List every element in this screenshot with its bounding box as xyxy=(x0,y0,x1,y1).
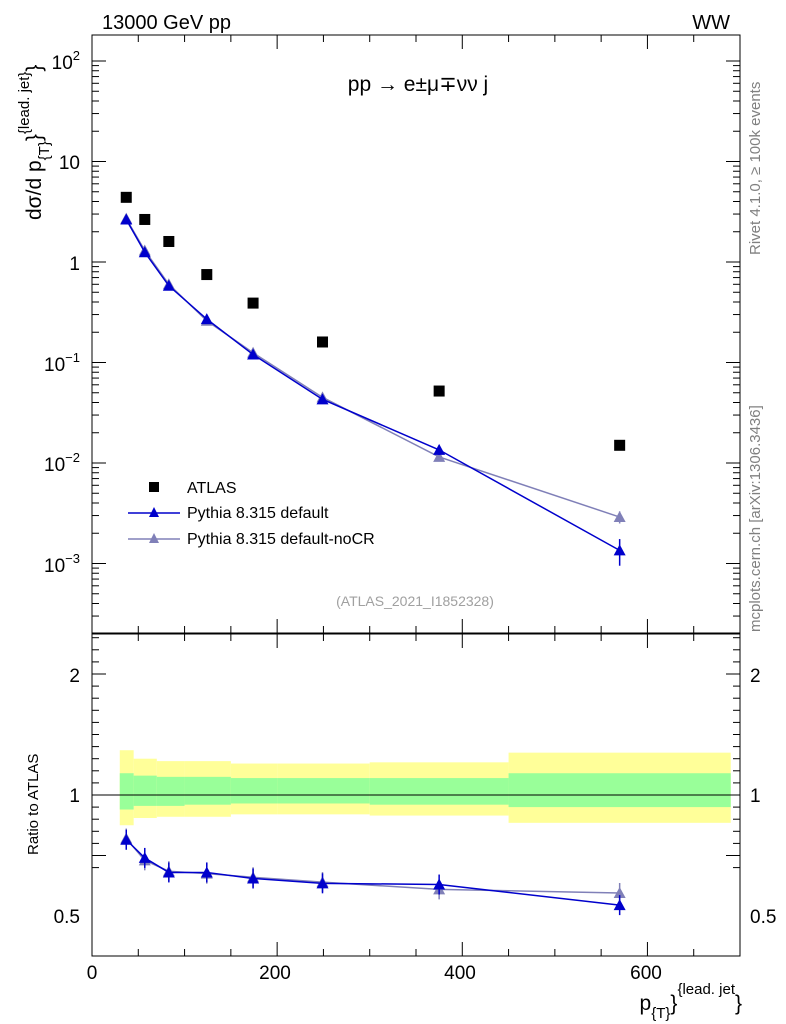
series-2-point-6 xyxy=(433,450,446,462)
atlas-point-1 xyxy=(139,213,151,225)
legend-nocr-marker xyxy=(149,533,159,543)
legend-default-marker xyxy=(149,507,159,517)
atlas-point-6 xyxy=(433,385,445,397)
ratio-y-tick-label-right-1: 1 xyxy=(750,786,761,807)
main-y-tick-labels: 10−3 10−2 10−1 1 10 102 xyxy=(44,48,80,577)
series-2-point-7 xyxy=(613,511,626,523)
series-1-point-1 xyxy=(138,246,151,258)
ratio-1-point-0 xyxy=(120,833,133,845)
atlas-point-3 xyxy=(201,269,213,281)
band-inner-bin-6 xyxy=(369,778,509,805)
rivet-label: Rivet 4.1.0, ≥ 100k events xyxy=(747,82,764,255)
x-tick-label-400: 400 xyxy=(444,963,476,984)
legend-atlas-label: ATLAS xyxy=(187,480,237,497)
ratio-1-point-4 xyxy=(247,872,260,884)
main-series-layer xyxy=(120,191,626,566)
y-tick-label-1e-1: 10−1 xyxy=(44,350,80,376)
analysis-label: (ATLAS_2021_I1852328) xyxy=(336,593,494,609)
atlas-point-4 xyxy=(247,297,259,309)
ratio-y-tick-label-2: 2 xyxy=(69,666,80,687)
ratio-y-tick-label-right-0.5: 0.5 xyxy=(750,907,776,928)
band-inner-bin-2 xyxy=(156,776,185,806)
x-tick-label-200: 200 xyxy=(259,963,291,984)
atlas-point-7 xyxy=(614,439,626,451)
band-inner-bin-5 xyxy=(277,778,370,804)
series-1-point-7 xyxy=(613,544,626,556)
ratio-2-point-7 xyxy=(613,887,626,899)
band-inner-bin-0 xyxy=(119,773,134,810)
band-inner-bin-7 xyxy=(508,773,731,808)
series-line-2 xyxy=(125,218,620,518)
ratio-1-point-7 xyxy=(613,899,626,911)
band-inner-bin-4 xyxy=(230,778,278,804)
series-1-point-2 xyxy=(162,279,175,291)
ratio-1-point-1 xyxy=(138,851,151,863)
ratio-1-point-5 xyxy=(316,877,329,889)
mcplots-label: mcplots.cern.ch [arXiv:1306.3436] xyxy=(747,405,764,632)
atlas-point-2 xyxy=(163,235,175,247)
band-inner-bin-3 xyxy=(184,776,231,805)
y-tick-label-1e-2: 10−2 xyxy=(44,450,80,476)
x-tick-labels: 0 200 400 600 xyxy=(87,963,662,984)
x-axis-title: p{T}}{lead. jet} xyxy=(640,981,742,1022)
y-tick-label-1: 1 xyxy=(69,254,80,275)
series-line-1 xyxy=(125,219,621,552)
series-1-point-0 xyxy=(120,213,133,225)
ratio-series-layer xyxy=(120,828,626,916)
ratio-1-point-3 xyxy=(200,866,213,878)
series-1-point-3 xyxy=(200,313,213,325)
ratio-y-tick-labels-left: 2 1 0.5 xyxy=(54,666,80,928)
ratio-line-2 xyxy=(125,838,620,894)
legend-atlas-marker xyxy=(149,482,159,492)
legend: ATLAS Pythia 8.315 default Pythia 8.315 … xyxy=(128,480,375,548)
y-tick-label-1e2: 102 xyxy=(52,48,80,74)
header-energy-label: 13000 GeV pp xyxy=(102,12,231,34)
series-1-point-4 xyxy=(247,348,260,360)
ratio-y-tick-label-0.5: 0.5 xyxy=(54,907,80,928)
y-tick-label-1e-3: 10−3 xyxy=(44,551,80,577)
header-process-label: WW xyxy=(692,12,730,34)
legend-default-label: Pythia 8.315 default xyxy=(187,505,329,522)
band-inner-bin-1 xyxy=(133,775,157,806)
series-1-point-5 xyxy=(316,393,329,405)
ratio-y-tick-label-right-2: 2 xyxy=(750,666,761,687)
x-tick-label-600: 600 xyxy=(630,963,662,984)
x-tick-label-0: 0 xyxy=(87,963,98,984)
ratio-1-point-6 xyxy=(433,878,446,890)
main-y-axis-title: dσ/d p{T}}{lead. jet}} xyxy=(16,65,53,220)
ratio-uncertainty-band-inner xyxy=(119,773,731,810)
series-1-point-6 xyxy=(433,443,446,455)
ratio-line-1 xyxy=(125,839,620,906)
ratio-y-tick-labels-right: 2 1 0.5 xyxy=(750,666,776,928)
ratio-y-tick-label-1: 1 xyxy=(69,786,80,807)
process-title: pp → e±μ∓νν j xyxy=(348,73,488,96)
atlas-point-5 xyxy=(317,336,329,348)
ratio-1-point-2 xyxy=(162,866,175,878)
atlas-point-0 xyxy=(120,191,132,203)
axis-ticks xyxy=(91,35,741,956)
y-tick-label-10: 10 xyxy=(59,153,80,174)
ratio-y-axis-title: Ratio to ATLAS xyxy=(25,754,42,855)
legend-nocr-label: Pythia 8.315 default-noCR xyxy=(187,531,375,548)
